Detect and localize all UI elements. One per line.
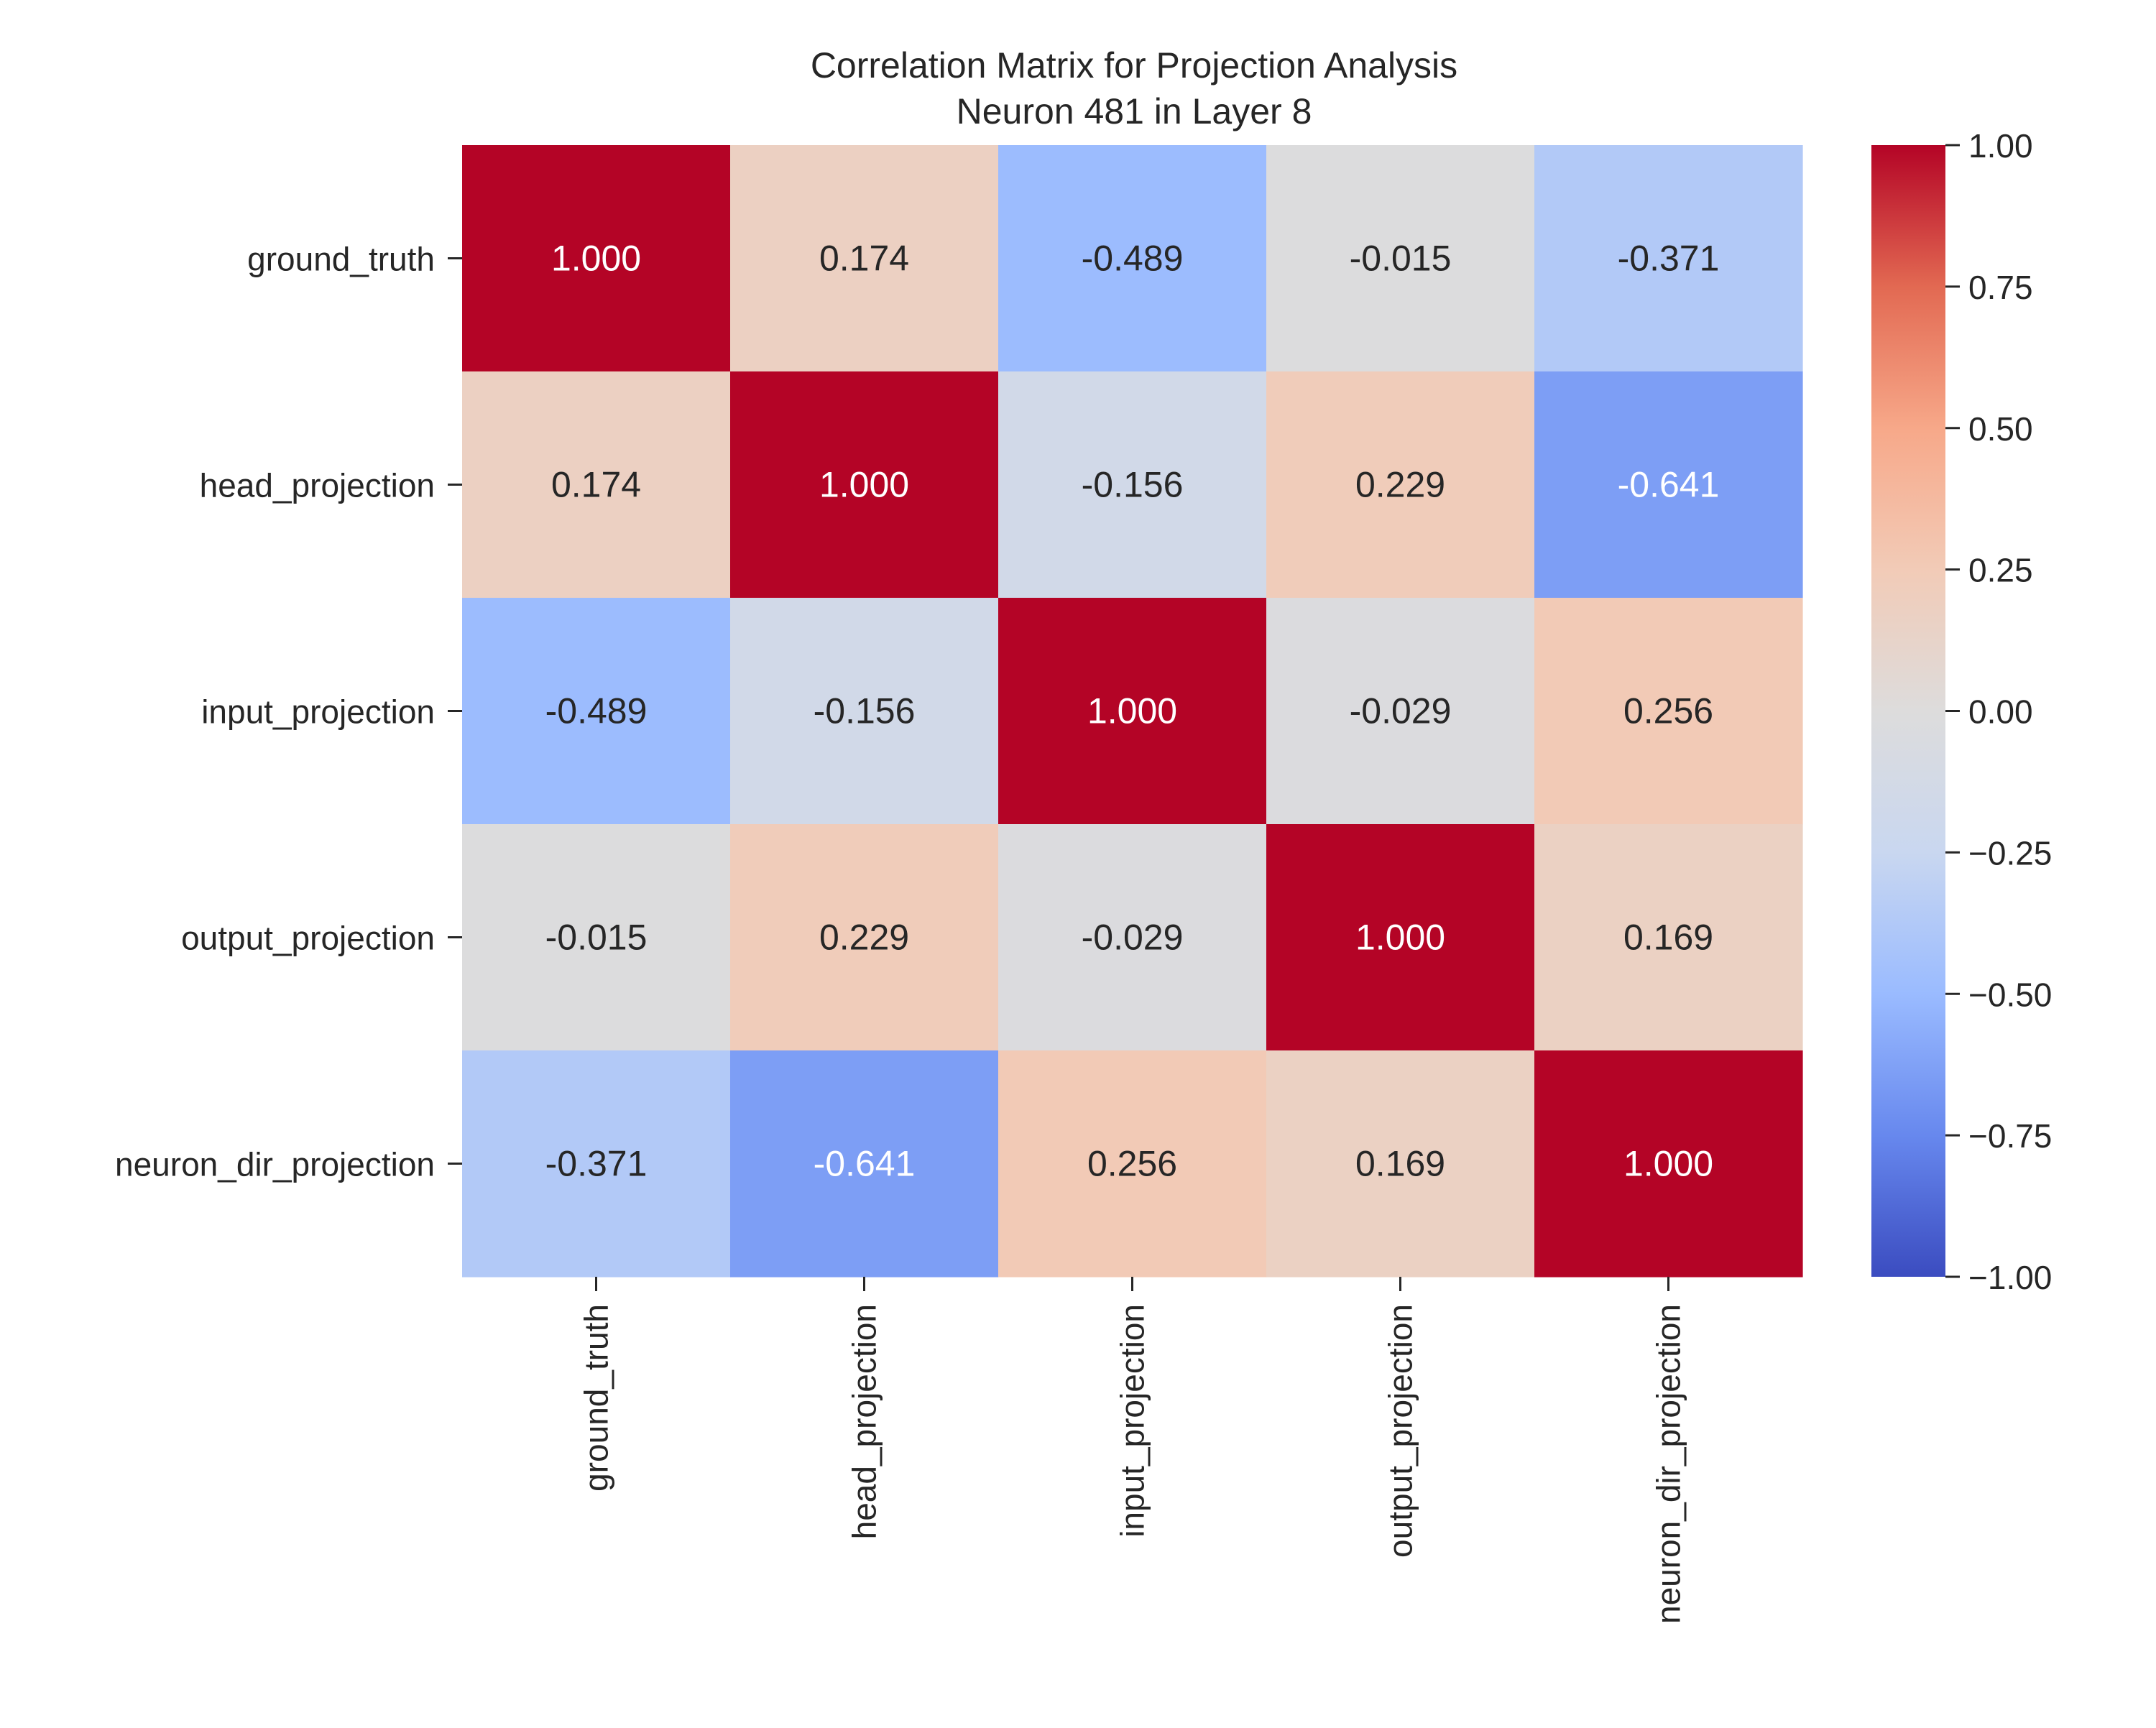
cell-value-label: -0.029 — [1082, 918, 1184, 958]
cell-value-label: -0.015 — [545, 918, 648, 958]
cell-value-label: -0.015 — [1350, 239, 1452, 279]
cell-value-label: -0.156 — [814, 691, 916, 731]
heatmap-cells: 1.000 0.174 -0.489 -0.015 -0.371 0.174 1.000 -0… — [462, 145, 1803, 1277]
cell-value-label: 1.000 — [1355, 918, 1445, 958]
cell-value-label: 0.174 — [819, 239, 909, 279]
cell-value-label: 0.256 — [1087, 1144, 1177, 1184]
heatmap-cell — [998, 371, 1267, 599]
row-tick-label: neuron_dir_projection — [115, 1146, 435, 1183]
heatmap-cell — [1534, 598, 1803, 825]
colorbar-tick-label: 0.00 — [1968, 693, 2033, 731]
col-tick-label: head_projection — [846, 1304, 883, 1539]
heatmap-cell — [462, 1050, 731, 1277]
cell-value-label: 0.256 — [1623, 691, 1713, 731]
heatmap-cell — [1534, 145, 1803, 372]
heatmap-cell — [998, 145, 1267, 372]
heatmap-cell — [462, 598, 731, 825]
heatmap-cell — [462, 145, 731, 372]
cell-value-label: -0.641 — [814, 1144, 916, 1184]
heatmap-cell — [1534, 1050, 1803, 1277]
col-tick-label: input_projection — [1114, 1304, 1151, 1538]
heatmap-cell — [998, 598, 1267, 825]
colorbar-tick-label: 1.00 — [1968, 127, 2033, 165]
cell-value-label: 0.169 — [1623, 918, 1713, 958]
colorbar-tick-label: 0.25 — [1968, 552, 2033, 589]
cell-value-label: 0.229 — [819, 918, 909, 958]
heatmap-cell — [730, 598, 999, 825]
col-tick-label: ground_truth — [578, 1304, 615, 1492]
colorbar-gradient — [1871, 145, 1945, 1277]
heatmap-cell — [462, 824, 731, 1051]
heatmap-cell — [1266, 371, 1535, 599]
row-tick-label: ground_truth — [247, 241, 435, 278]
cell-value-label: -0.641 — [1618, 465, 1720, 505]
heatmap-cell — [1266, 145, 1535, 372]
heatmap-cell — [1266, 824, 1535, 1051]
colorbar-tick-label: −0.50 — [1968, 976, 2052, 1013]
cell-value-label: 1.000 — [551, 239, 641, 279]
row-tick-label: input_projection — [201, 693, 435, 731]
chart-title: Correlation Matrix for Projection Analys… — [811, 45, 1457, 86]
colorbar-tick-label: 0.50 — [1968, 410, 2033, 448]
colorbar: 1.00 0.75 0.50 0.25 0.00 −0.25 −0.50 −0.75 −1.00 — [1871, 127, 2052, 1296]
colorbar-tick-label: −0.75 — [1968, 1117, 2052, 1155]
cell-value-label: -0.371 — [545, 1144, 648, 1184]
heatmap-cell — [998, 824, 1267, 1051]
cell-value-label: 1.000 — [819, 465, 909, 505]
cell-value-label: -0.489 — [1082, 239, 1184, 279]
cell-value-label: -0.371 — [1618, 239, 1720, 279]
col-tick-label: output_projection — [1382, 1304, 1419, 1558]
cell-value-label: 1.000 — [1087, 691, 1177, 731]
heatmap-cell — [1266, 598, 1535, 825]
cell-value-label: 1.000 — [1623, 1144, 1713, 1184]
heatmap-cell — [1534, 371, 1803, 599]
heatmap-cell — [730, 1050, 999, 1277]
col-tick-label: neuron_dir_projection — [1650, 1304, 1687, 1624]
colorbar-tick-label: −1.00 — [1968, 1259, 2052, 1296]
colorbar-tick-label: −0.25 — [1968, 834, 2052, 872]
row-axis: ground_truth head_projection input_project… — [115, 241, 462, 1183]
heatmap-cell — [1534, 824, 1803, 1051]
cell-value-label: 0.229 — [1355, 465, 1445, 505]
chart-subtitle: Neuron 481 in Layer 8 — [957, 91, 1312, 131]
cell-value-label: -0.156 — [1082, 465, 1184, 505]
cell-value-label: 0.169 — [1355, 1144, 1445, 1184]
colorbar-tick-label: 0.75 — [1968, 269, 2033, 306]
row-tick-label: output_projection — [181, 920, 435, 957]
heatmap-cell — [462, 371, 731, 599]
cell-value-label: -0.029 — [1350, 691, 1452, 731]
heatmap-cell — [730, 824, 999, 1051]
heatmap-cell — [1266, 1050, 1535, 1277]
cell-value-label: -0.489 — [545, 691, 648, 731]
row-tick-label: head_projection — [200, 467, 435, 504]
col-axis: ground_truth head_projection input_project… — [578, 1277, 1687, 1624]
heatmap-cell — [730, 371, 999, 599]
heatmap-cell — [730, 145, 999, 372]
cell-value-label: 0.174 — [551, 465, 641, 505]
heatmap-cell — [998, 1050, 1267, 1277]
